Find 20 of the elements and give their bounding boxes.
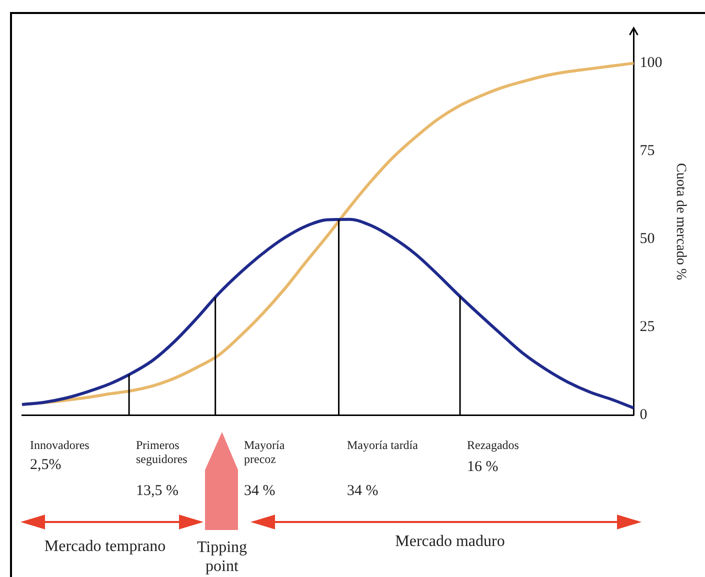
text: Mayoría precoz	[244, 438, 286, 467]
text: 34 %	[347, 482, 380, 500]
text: 16 %	[467, 458, 500, 476]
y-tick-label: 25	[640, 318, 655, 335]
text: Innovadores	[30, 438, 90, 452]
text: Mayoría tardía	[347, 438, 419, 452]
text: Primeros seguidores	[136, 438, 188, 467]
text: 13,5 %	[136, 482, 180, 500]
text: Mercado maduro	[394, 532, 506, 552]
y-tick-label: 75	[640, 143, 655, 160]
y-tick-label: 100	[640, 55, 662, 72]
text: Tipping point	[196, 538, 248, 576]
y-tick-label: 0	[640, 406, 648, 423]
text: 2,5%	[30, 456, 62, 474]
y-tick-label: 50	[640, 231, 655, 248]
text: 34 %	[244, 482, 276, 500]
y-axis-title: Cuota de mercado %	[672, 162, 688, 280]
text: Rezagados	[467, 438, 520, 452]
text: Mercado temprano	[43, 537, 167, 556]
line-series	[20, 218, 636, 410]
